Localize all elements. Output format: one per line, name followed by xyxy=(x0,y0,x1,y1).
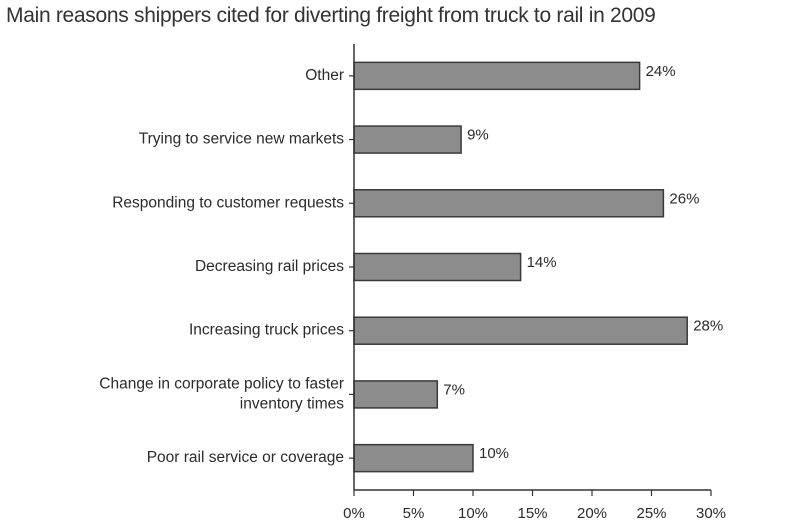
category-label-1: Trying to service new markets xyxy=(139,131,345,148)
value-label-3: 14% xyxy=(527,254,557,271)
value-label-4: 28% xyxy=(693,318,723,335)
bar-5 xyxy=(353,380,439,409)
bar-2 xyxy=(353,189,665,218)
category-label-1-line-0: Trying to service new markets xyxy=(139,131,345,148)
category-label-3: Decreasing rail prices xyxy=(195,258,344,275)
chart-title: Main reasons shippers cited for divertin… xyxy=(6,4,656,27)
category-label-5: Change in corporate policy to faster inve… xyxy=(99,376,344,413)
value-label-2: 26% xyxy=(669,190,699,207)
x-tick-label-3: 15% xyxy=(517,505,547,522)
category-label-5-line-0: Change in corporate policy to faster xyxy=(99,376,344,393)
value-label-6: 10% xyxy=(479,445,509,462)
category-label-0-line-0: Other xyxy=(305,67,344,84)
x-tick-label-5: 25% xyxy=(636,505,666,522)
value-label-1: 9% xyxy=(467,127,489,144)
x-tick-label-4: 20% xyxy=(577,505,607,522)
category-label-4: Increasing truck prices xyxy=(189,322,344,339)
bar-3 xyxy=(353,252,522,282)
bars-group xyxy=(353,61,688,473)
x-tick-label-2: 10% xyxy=(458,505,488,522)
labels-group: 24% Other 9% Trying to service new markets 2… xyxy=(99,63,726,522)
value-label-0: 24% xyxy=(646,63,676,80)
category-label-0: Other xyxy=(305,67,344,84)
bar-0 xyxy=(353,61,641,91)
bar-6 xyxy=(353,443,474,473)
category-label-6-line-0: Poor rail service or coverage xyxy=(147,449,344,466)
x-tick-label-0: 0% xyxy=(343,505,365,522)
category-label-3-line-0: Decreasing rail prices xyxy=(195,258,344,275)
x-tick-label-6: 30% xyxy=(696,505,726,522)
axes-group xyxy=(349,44,712,496)
category-label-5-line-1: inventory times xyxy=(240,396,344,413)
bar-1 xyxy=(353,125,462,154)
category-label-6: Poor rail service or coverage xyxy=(147,449,344,466)
category-label-2: Responding to customer requests xyxy=(112,194,344,211)
x-tick-label-1: 5% xyxy=(403,505,425,522)
category-label-2-line-0: Responding to customer requests xyxy=(112,194,344,211)
value-label-5: 7% xyxy=(443,381,465,398)
bar-4 xyxy=(353,316,688,345)
category-label-4-line-0: Increasing truck prices xyxy=(189,322,344,339)
